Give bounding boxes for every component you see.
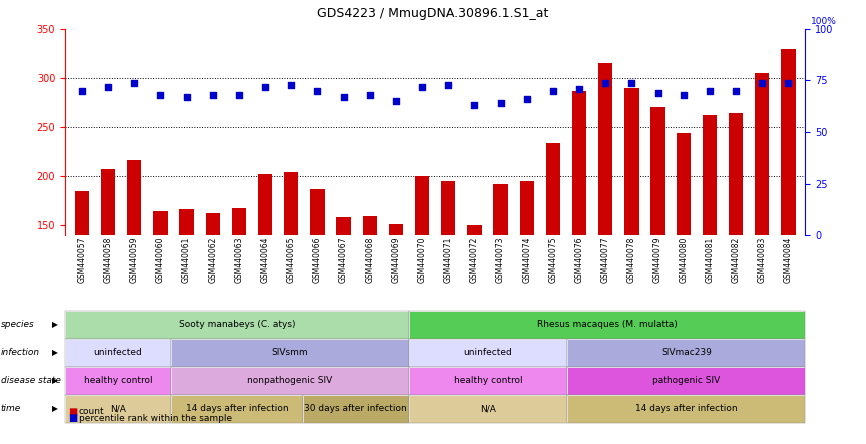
Bar (781, 48, 796, 373)
Text: Rhesus macaques (M. mulatta): Rhesus macaques (M. mulatta) (537, 320, 677, 329)
Text: ▶: ▶ (52, 348, 58, 357)
Bar (441, 181, 456, 373)
Point (677, 91, 691, 99)
Text: uninfected: uninfected (463, 348, 513, 357)
Bar (676, 133, 691, 373)
Point (703, 87, 717, 94)
Text: species: species (1, 320, 35, 329)
Bar (572, 91, 586, 373)
Bar (153, 211, 168, 373)
Text: ▶: ▶ (52, 320, 58, 329)
Point (258, 83, 272, 90)
Bar (729, 113, 743, 373)
Point (415, 83, 429, 90)
Text: nonpathogenic SIV: nonpathogenic SIV (247, 376, 333, 385)
Bar (468, 226, 481, 373)
Bar (520, 181, 534, 373)
Text: 14 days after infection: 14 days after infection (635, 404, 738, 413)
Point (624, 79, 638, 86)
Bar (74, 191, 89, 373)
Text: infection: infection (1, 348, 40, 357)
Point (494, 99, 507, 107)
Text: healthy control: healthy control (454, 376, 522, 385)
Text: time: time (1, 404, 21, 413)
Bar (101, 170, 115, 373)
Text: ■: ■ (68, 407, 78, 416)
Text: healthy control: healthy control (83, 376, 152, 385)
Bar (179, 209, 194, 373)
Point (101, 83, 115, 90)
Point (179, 93, 193, 100)
Text: ■: ■ (68, 413, 78, 423)
Text: N/A: N/A (110, 404, 126, 413)
Bar (336, 217, 351, 373)
Point (546, 87, 559, 94)
Bar (598, 63, 612, 373)
Text: ▶: ▶ (52, 376, 58, 385)
Text: Sooty manabeys (C. atys): Sooty manabeys (C. atys) (178, 320, 295, 329)
Bar (284, 172, 299, 373)
Text: 14 days after infection: 14 days after infection (185, 404, 288, 413)
Point (729, 87, 743, 94)
Text: 30 days after infection: 30 days after infection (305, 404, 407, 413)
Point (337, 93, 351, 100)
Text: SIVsmm: SIVsmm (271, 348, 308, 357)
Text: percentile rank within the sample: percentile rank within the sample (79, 414, 232, 423)
Bar (494, 184, 507, 373)
Point (232, 91, 246, 99)
Point (206, 91, 220, 99)
Text: N/A: N/A (480, 404, 496, 413)
Text: GDS4223 / MmugDNA.30896.1.S1_at: GDS4223 / MmugDNA.30896.1.S1_at (317, 7, 549, 20)
Text: uninfected: uninfected (94, 348, 142, 357)
Bar (310, 189, 325, 373)
Text: count: count (79, 407, 105, 416)
Point (650, 89, 664, 96)
Text: ▶: ▶ (52, 404, 58, 413)
Bar (415, 176, 430, 373)
Point (781, 79, 795, 86)
Point (572, 85, 586, 92)
Point (284, 81, 298, 88)
Point (363, 91, 377, 99)
Point (442, 81, 456, 88)
Text: 100%: 100% (811, 17, 837, 26)
Point (520, 95, 533, 103)
Bar (127, 160, 141, 373)
Bar (546, 143, 560, 373)
Bar (363, 216, 377, 373)
Bar (624, 88, 638, 373)
Bar (205, 213, 220, 373)
Point (389, 98, 403, 105)
Point (75, 87, 89, 94)
Bar (650, 107, 665, 373)
Point (311, 87, 325, 94)
Point (153, 91, 167, 99)
Point (127, 79, 141, 86)
Text: disease state: disease state (1, 376, 61, 385)
Bar (232, 208, 246, 373)
Text: SIVmac239: SIVmac239 (661, 348, 712, 357)
Point (598, 79, 612, 86)
Point (755, 79, 769, 86)
Bar (389, 223, 403, 373)
Bar (755, 73, 769, 373)
Text: pathogenic SIV: pathogenic SIV (652, 376, 721, 385)
Point (468, 102, 481, 109)
Bar (702, 115, 717, 373)
Bar (258, 174, 272, 373)
